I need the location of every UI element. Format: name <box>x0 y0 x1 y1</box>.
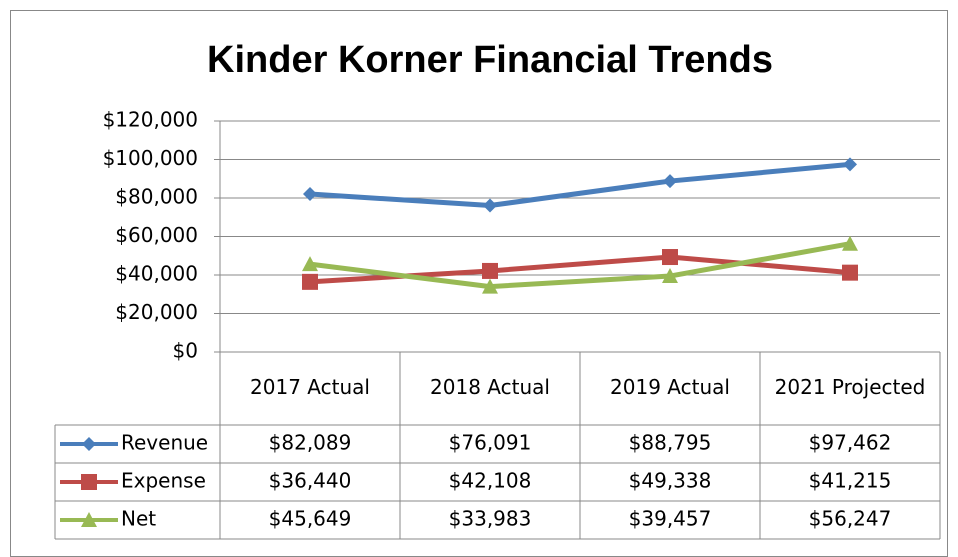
y-tick-label: $0 <box>173 339 198 363</box>
category-label: 2021 Projected <box>775 375 926 399</box>
data-label: $39,457 <box>629 507 712 531</box>
chart-title: Kinder Korner Financial Trends <box>207 39 773 81</box>
data-label: $33,983 <box>449 507 532 531</box>
y-tick-label: $40,000 <box>115 262 198 286</box>
y-tick-label: $100,000 <box>103 146 198 170</box>
category-label: 2017 Actual <box>250 375 370 399</box>
series-line <box>309 241 851 290</box>
point <box>302 256 318 272</box>
point <box>842 264 858 281</box>
point <box>302 273 318 290</box>
point <box>662 268 678 284</box>
category-label: 2018 Actual <box>430 375 550 399</box>
data-label: $42,108 <box>449 469 532 493</box>
data-label: $88,795 <box>629 431 712 455</box>
y-tick-label: $60,000 <box>115 223 198 247</box>
series-line <box>309 161 851 209</box>
legend-label: Net <box>121 507 156 531</box>
data-label: $45,649 <box>269 507 352 531</box>
data-label: $56,247 <box>809 507 892 531</box>
legend-marker <box>81 474 97 490</box>
point <box>303 186 317 201</box>
legend-label: Revenue <box>121 431 208 455</box>
y-tick-label: $120,000 <box>103 108 198 132</box>
y-tick-label: $20,000 <box>115 300 198 324</box>
data-label: $41,215 <box>809 469 892 493</box>
data-label: $36,440 <box>269 469 352 493</box>
point <box>482 262 498 279</box>
point <box>663 174 677 189</box>
y-tick-label: $80,000 <box>115 185 198 209</box>
point <box>483 198 497 213</box>
legend-label: Expense <box>121 469 206 493</box>
legend-marker <box>82 437 96 451</box>
point <box>843 157 857 172</box>
legend-marker <box>81 512 97 527</box>
data-label: $82,089 <box>269 431 352 455</box>
point <box>482 278 498 294</box>
data-label: $49,338 <box>629 469 712 493</box>
category-label: 2019 Actual <box>610 375 730 399</box>
point <box>842 235 858 251</box>
point <box>662 249 678 266</box>
data-label: $76,091 <box>449 431 532 455</box>
data-label: $97,462 <box>809 431 892 455</box>
